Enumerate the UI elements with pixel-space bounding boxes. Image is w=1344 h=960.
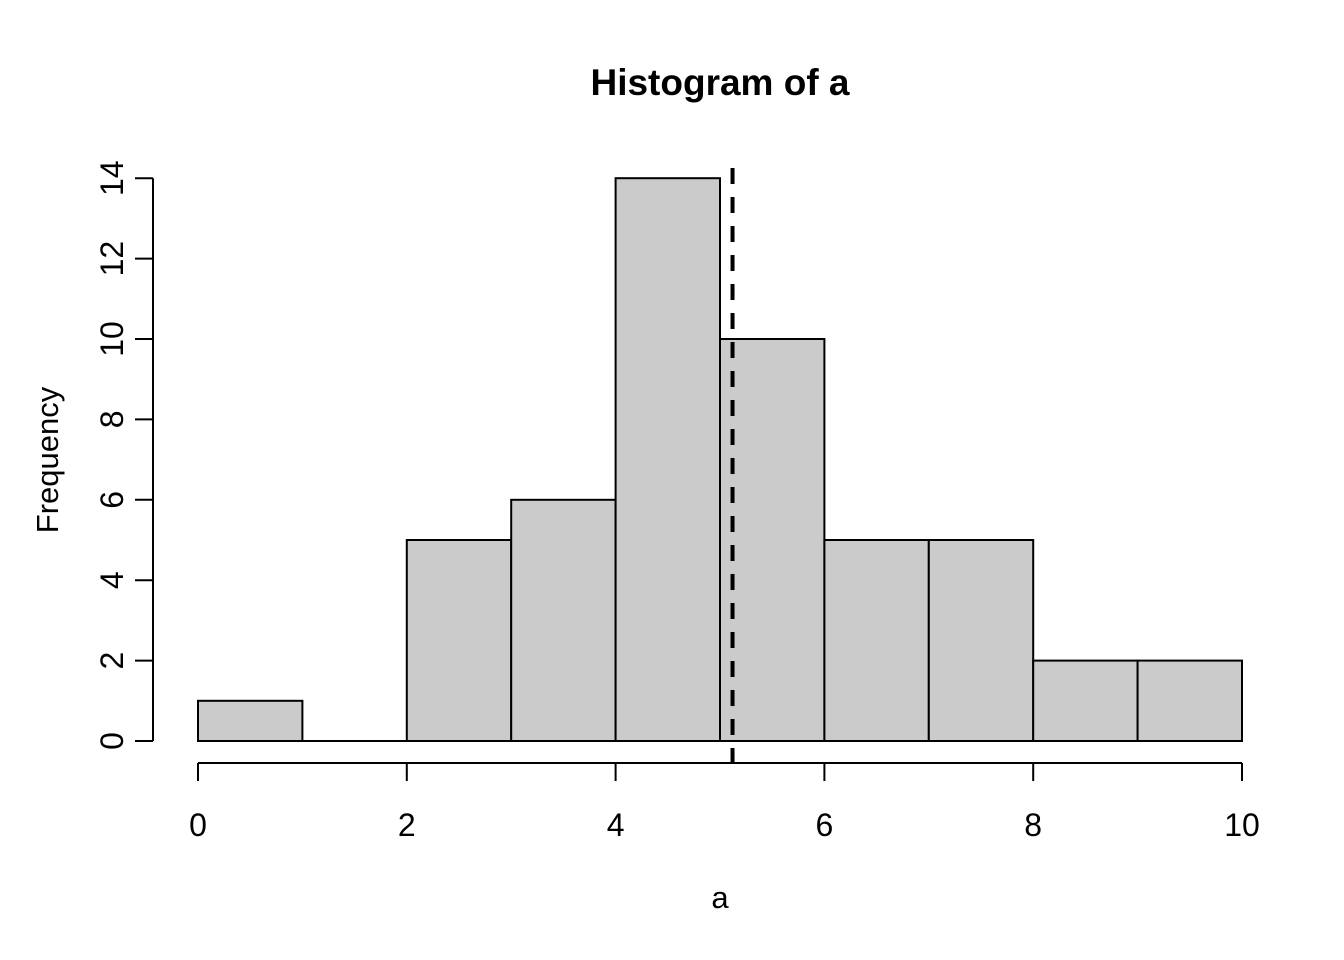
x-axis-label: a xyxy=(711,880,729,915)
histogram-bar xyxy=(1136,659,1243,742)
x-tick-label: 8 xyxy=(1024,807,1042,843)
y-tick-label: 2 xyxy=(94,652,130,670)
histogram-bar xyxy=(510,498,617,742)
y-tick-label: 6 xyxy=(94,491,130,509)
histogram-bar xyxy=(1032,659,1139,742)
histogram-bar xyxy=(197,699,304,742)
x-tick-label: 4 xyxy=(607,807,625,843)
x-tick-label: 6 xyxy=(816,807,834,843)
y-tick-label: 10 xyxy=(94,321,130,357)
x-tick-label: 2 xyxy=(398,807,416,843)
histogram-bar xyxy=(823,539,930,742)
y-tick-label: 8 xyxy=(94,411,130,429)
histogram-bar xyxy=(614,177,721,742)
x-tick-label: 0 xyxy=(189,807,207,843)
y-tick-label: 12 xyxy=(94,241,130,277)
histogram-bar xyxy=(719,338,826,742)
histogram-bar xyxy=(405,539,513,742)
histogram-bar xyxy=(927,539,1035,742)
x-tick-label: 10 xyxy=(1224,807,1260,843)
y-tick-label: 0 xyxy=(94,732,130,750)
y-tick-label: 4 xyxy=(94,571,130,589)
chart-title: Histogram of a xyxy=(590,62,850,103)
y-tick-label: 14 xyxy=(94,160,130,196)
